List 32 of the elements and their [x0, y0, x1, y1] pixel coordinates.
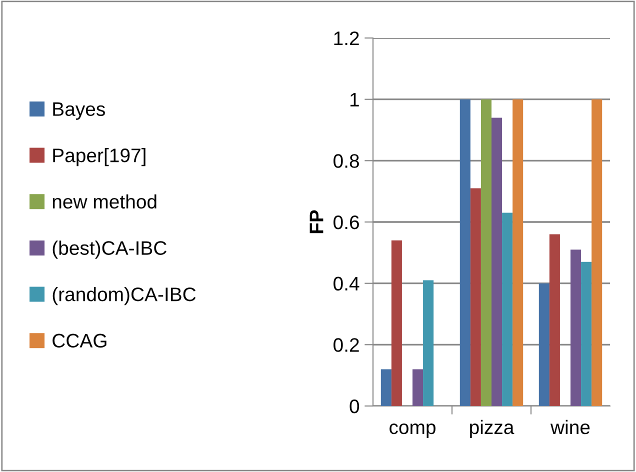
bar: [470, 188, 481, 406]
bar: [549, 234, 560, 406]
x-tick-label: wine: [550, 420, 590, 434]
y-tick-label: 0.6: [334, 215, 359, 230]
bar: [592, 99, 602, 406]
x-tick-label: pizza: [470, 420, 514, 438]
legend-label: (best)CA-IBC: [52, 240, 166, 259]
legend-label: CCAG: [52, 334, 106, 348]
y-tick-label: 0: [350, 399, 360, 414]
bar: [502, 212, 513, 406]
legend-label: Paper[197]: [53, 148, 146, 166]
y-tick-label: 1: [350, 93, 359, 106]
bar: [538, 283, 550, 406]
bar: [480, 99, 492, 406]
bar: [492, 118, 502, 406]
legend-label: (random)CA-IBC: [52, 286, 196, 306]
y-tick-label: 0.8: [334, 154, 359, 168]
bar: [391, 240, 402, 406]
legend-label: new method: [52, 194, 156, 209]
y-axis-title: FP: [310, 210, 324, 234]
bar: [412, 369, 424, 406]
bar: [581, 262, 592, 406]
bar: [460, 99, 470, 406]
bar: [512, 99, 524, 406]
y-tick-label: 1.2: [334, 31, 359, 46]
y-tick-label: 0.4: [334, 276, 360, 291]
x-tick-label: comp: [390, 424, 436, 438]
bar: [423, 280, 434, 406]
legend-label: Bayes: [53, 102, 105, 120]
y-tick-label: 0.2: [334, 338, 359, 352]
bar: [380, 369, 392, 406]
bar: [570, 250, 582, 406]
